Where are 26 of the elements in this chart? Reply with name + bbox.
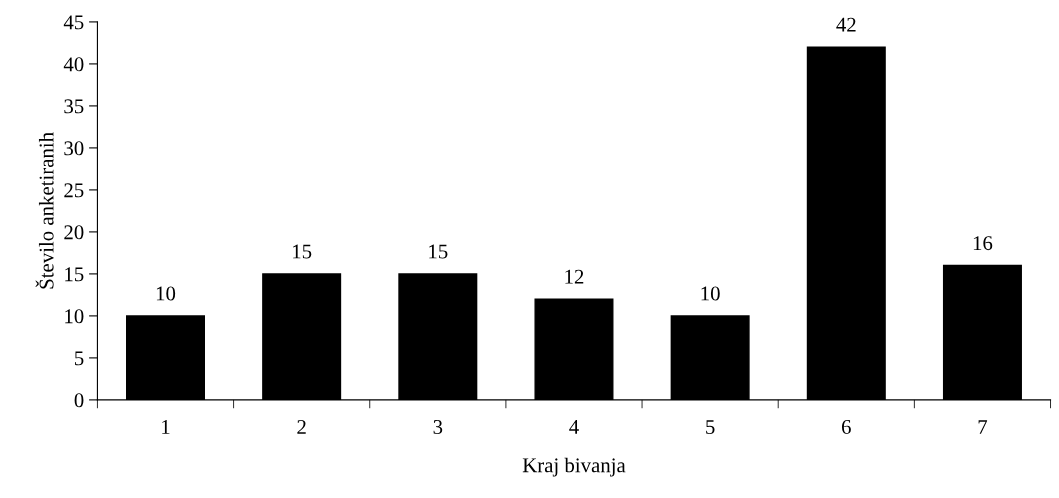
x-tick-label: 1 [162, 420, 170, 434]
y-tick-label: 35 [64, 99, 84, 114]
y-tick-label: 20 [64, 225, 84, 240]
y-tick-label: 30 [64, 141, 84, 156]
data-label: 16 [973, 236, 993, 251]
y-axis-title: Število anketiranih [35, 132, 54, 289]
x-tick-label: 6 [841, 420, 851, 434]
y-tick-label: 40 [63, 57, 84, 72]
data-label: 15 [429, 244, 448, 259]
data-label: 12 [565, 269, 584, 284]
y-tick-label: 0 [74, 393, 84, 408]
x-axis-title: Kraj bivanja [522, 457, 626, 477]
y-tick-label: 15 [65, 267, 84, 282]
y-tick-label: 25 [64, 183, 84, 198]
data-label: 10 [701, 286, 720, 301]
y-tick-label: 5 [75, 351, 84, 366]
data-label: 42 [836, 17, 856, 32]
y-tick-label: 45 [63, 15, 84, 30]
x-tick-label: 4 [569, 420, 579, 434]
x-tick-label: 7 [978, 420, 988, 434]
y-tick-label: 10 [65, 309, 84, 324]
x-tick-label: 5 [706, 420, 715, 434]
x-tick-label: 3 [433, 420, 443, 434]
data-label: 15 [293, 244, 312, 259]
x-tick-label: 2 [297, 420, 306, 434]
data-label: 10 [156, 286, 176, 301]
